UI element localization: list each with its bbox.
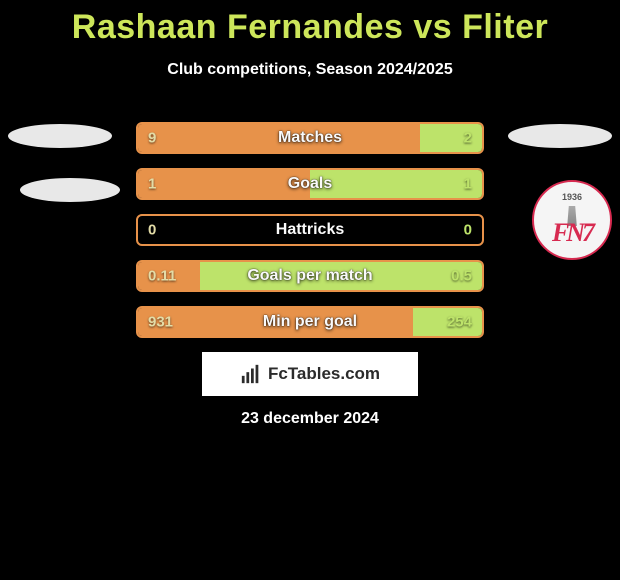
stat-value-left: 1: [148, 176, 156, 193]
player-left-shadow-2: [20, 178, 120, 202]
club-badge-year: 1936: [562, 192, 582, 202]
stat-fill-left: [138, 170, 310, 198]
brand-box: FcTables.com: [202, 352, 418, 396]
stat-fill-right: [310, 170, 482, 198]
stat-value-left: 9: [148, 130, 156, 147]
stats-container: 9 2 Matches 1 1 Goals 0 0 Hattricks 0.11 0.5 Goals …: [136, 122, 484, 352]
stat-value-right: 254: [447, 314, 472, 331]
club-badge: 1936 FN7: [532, 180, 612, 260]
player-left-shadow-1: [8, 124, 112, 148]
stat-row: 0 0 Hattricks: [136, 214, 484, 246]
stat-value-left: 931: [148, 314, 173, 331]
page-subtitle: Club competitions, Season 2024/2025: [0, 61, 620, 79]
stat-value-left: 0.11: [148, 268, 176, 285]
bar-chart-icon: [240, 363, 262, 385]
club-badge-monogram: FN7: [552, 218, 592, 248]
stat-fill-right: [420, 124, 482, 152]
stat-row: 1 1 Goals: [136, 168, 484, 200]
stat-label: Matches: [278, 129, 342, 147]
stat-label: Goals: [288, 175, 332, 193]
stat-value-right: 2: [464, 130, 472, 147]
stat-label: Goals per match: [247, 267, 372, 285]
player-right-shadow-1: [508, 124, 612, 148]
stat-value-left: 0: [148, 222, 156, 239]
stat-row: 9 2 Matches: [136, 122, 484, 154]
date-text: 23 december 2024: [241, 410, 379, 428]
stat-value-right: 0.5: [451, 268, 472, 285]
brand-text: FcTables.com: [268, 364, 380, 384]
page-title: Rashaan Fernandes vs Fliter: [0, 0, 620, 47]
stat-row: 931 254 Min per goal: [136, 306, 484, 338]
stat-label: Hattricks: [276, 221, 344, 239]
stat-value-right: 1: [464, 176, 472, 193]
stat-value-right: 0: [464, 222, 472, 239]
stat-label: Min per goal: [263, 313, 357, 331]
stat-row: 0.11 0.5 Goals per match: [136, 260, 484, 292]
